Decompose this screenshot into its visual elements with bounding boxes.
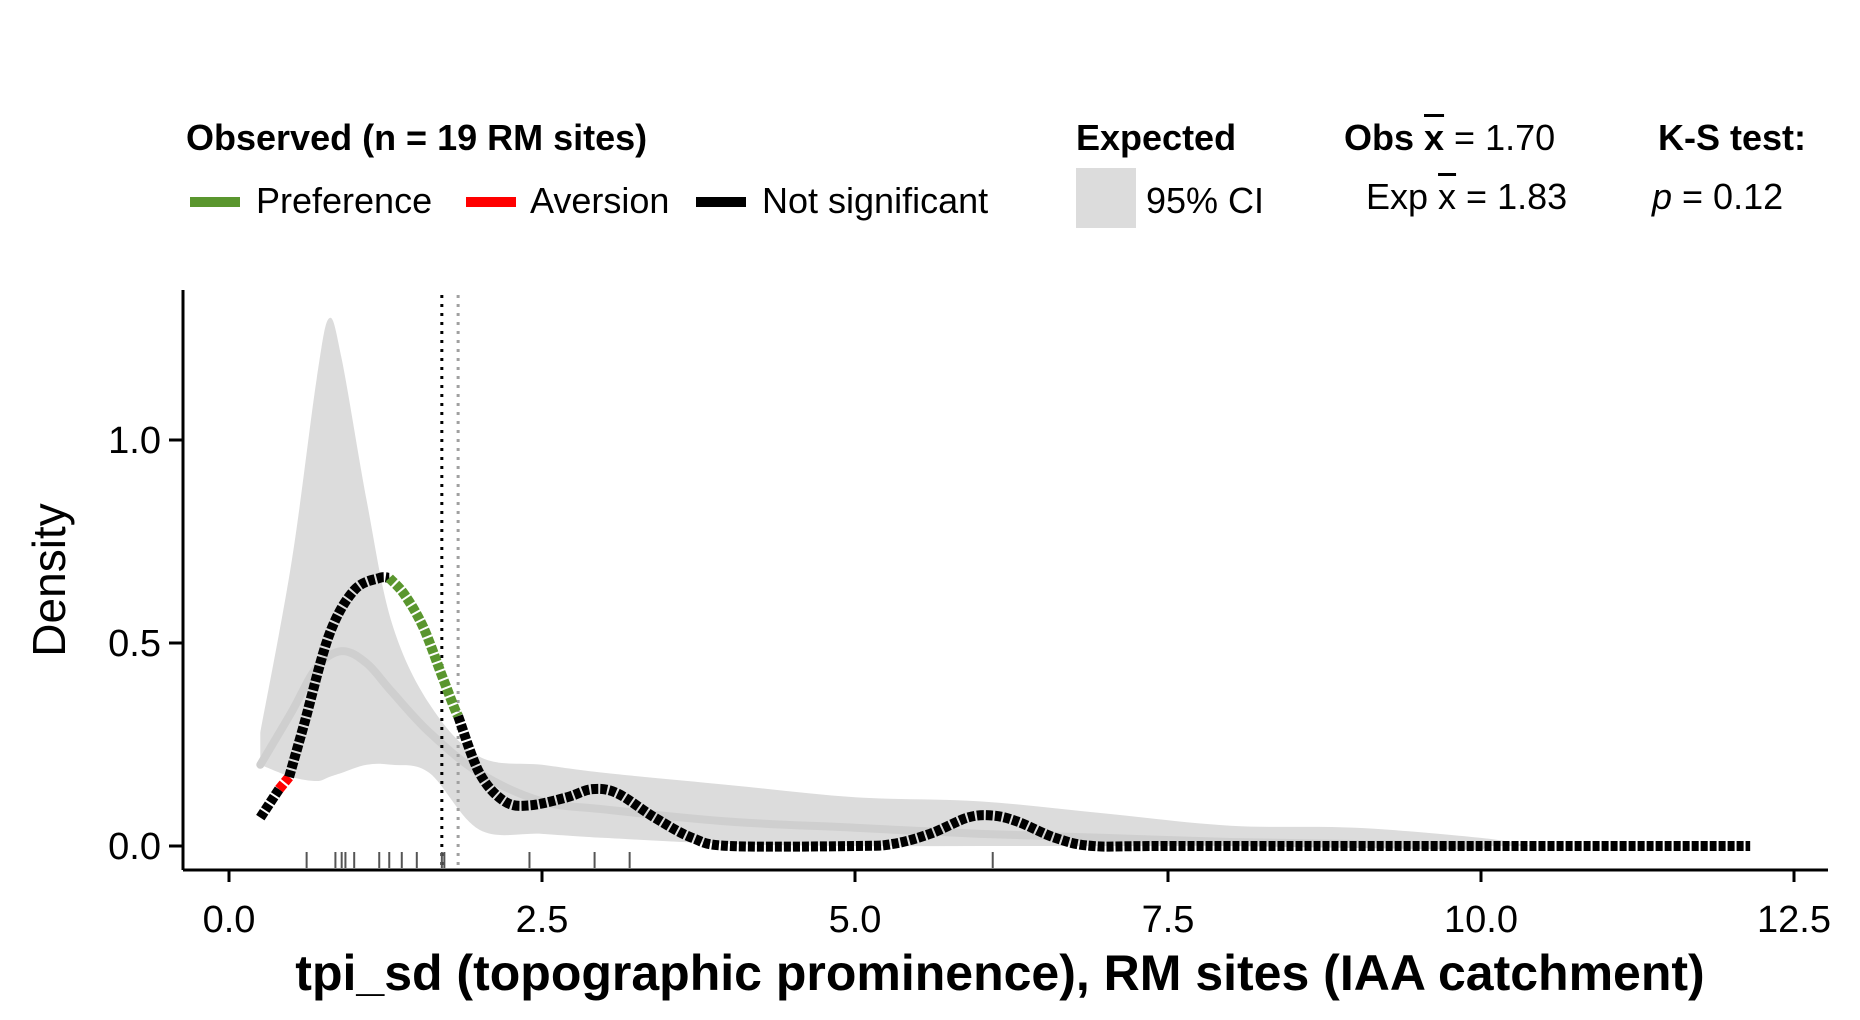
exp-mean-prefix: Exp [1366,176,1439,217]
ks-p-value: = 0.12 [1672,176,1784,217]
obs-mean-x: x [1424,117,1445,158]
ks-test-title: K-S test: [1658,117,1807,158]
legend-preference-label: Preference [256,180,433,221]
x-axis-label: tpi_sd (topographic prominence), RM site… [295,945,1704,1001]
x-tick-label: 0.0 [203,899,256,941]
preference-swatch [190,197,240,207]
legend-ci-label: 95% CI [1146,180,1265,221]
y-tick-label: 0.5 [108,623,161,665]
observed-density-segment-not-significant [256,786,284,821]
y-axis-label: Density [23,503,75,656]
legend-observed-title: Observed (n = 19 RM sites) [186,117,648,158]
legend-not-significant-label: Not significant [762,180,989,221]
observed-density-layer [256,572,1751,852]
y-tick-label: 0.0 [108,826,161,868]
x-tick-label: 12.5 [1757,899,1831,941]
legend-expected-title: Expected [1076,117,1237,158]
mean-lines-layer [440,295,460,870]
aversion-swatch [466,197,516,207]
ks-p-value-text: p = 0.12 [1652,176,1783,218]
x-tick-label: 2.5 [516,899,569,941]
observed-mean-text: Obs x = 1.70 [1344,117,1555,159]
rug-layer [305,852,994,868]
y-tick-label: 1.0 [108,420,161,462]
legend-aversion-label: Aversion [530,180,670,221]
observed-density-segment-not-significant [284,572,390,779]
x-tick-label: 7.5 [1142,899,1195,941]
ks-p-label: p [1652,176,1673,217]
ci-band-layer [260,317,1532,847]
ci-swatch [1076,168,1136,228]
exp-mean-x: x [1438,176,1457,217]
observed-density-segment-aversion [275,773,293,793]
observed-density-segment-preference [385,574,463,719]
ci-band [260,317,1532,847]
expected-mean-text: Exp x = 1.83 [1366,176,1567,218]
not-significant-swatch [696,197,746,207]
obs-mean-prefix: Obs [1344,117,1425,158]
x-tick-label: 10.0 [1444,899,1518,941]
exp-mean-value: = 1.83 [1456,176,1568,217]
observed-density-segment-not-significant [453,714,1751,852]
ticks-layer: 0.0 2.5 5.0 7.5 10.0 12.5 0.0 0.5 1.0 [108,420,1831,941]
x-tick-label: 5.0 [829,899,882,941]
axes-layer [181,290,1828,872]
obs-mean-value: = 1.70 [1444,117,1556,158]
